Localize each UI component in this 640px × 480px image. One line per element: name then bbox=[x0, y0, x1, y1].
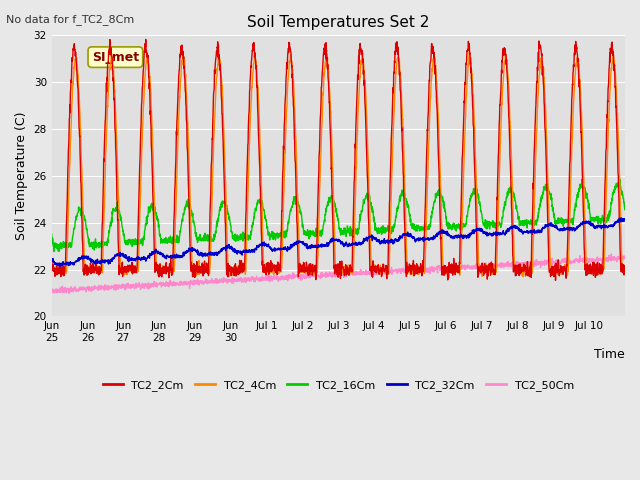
Y-axis label: Soil Temperature (C): Soil Temperature (C) bbox=[15, 112, 28, 240]
Legend: TC2_2Cm, TC2_4Cm, TC2_16Cm, TC2_32Cm, TC2_50Cm: TC2_2Cm, TC2_4Cm, TC2_16Cm, TC2_32Cm, TC… bbox=[98, 375, 579, 395]
Text: SI_met: SI_met bbox=[92, 50, 139, 64]
X-axis label: Time: Time bbox=[595, 348, 625, 361]
Title: Soil Temperatures Set 2: Soil Temperatures Set 2 bbox=[247, 15, 429, 30]
Text: No data for f_TC2_8Cm: No data for f_TC2_8Cm bbox=[6, 14, 134, 25]
